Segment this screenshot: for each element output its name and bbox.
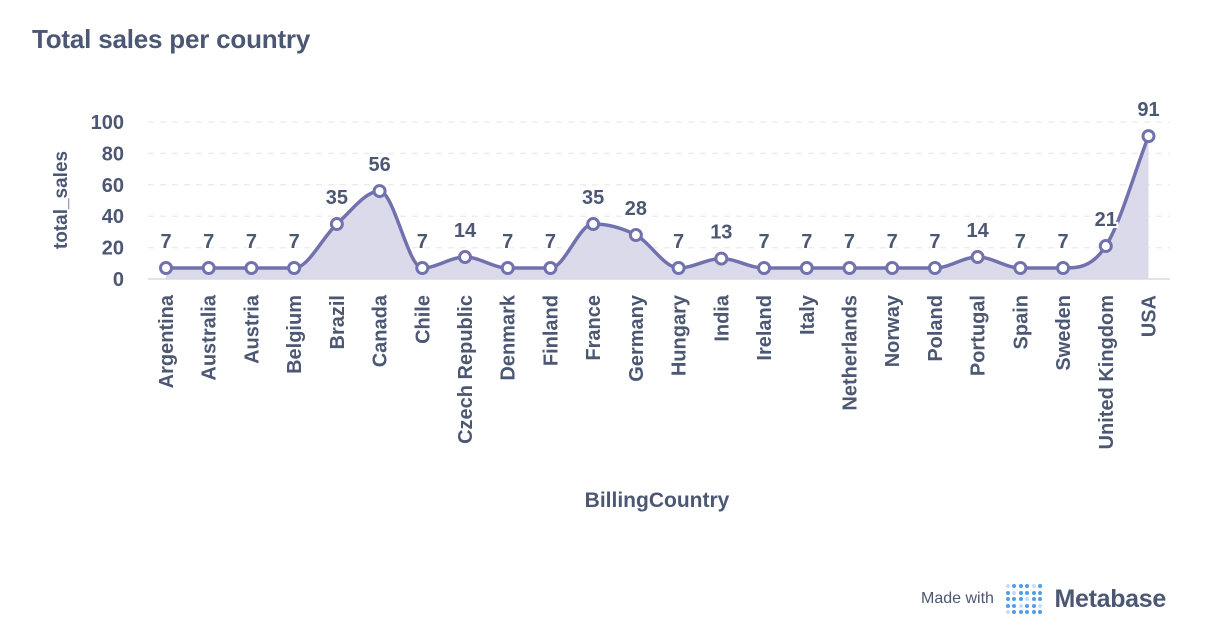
data-label: 7 xyxy=(673,231,684,253)
data-label: 7 xyxy=(844,231,855,253)
x-tick-label: Germany xyxy=(626,294,648,382)
y-tick-label: 20 xyxy=(102,238,124,260)
data-label: 7 xyxy=(929,231,940,253)
data-point xyxy=(287,261,302,276)
data-point xyxy=(500,261,515,276)
data-label: 56 xyxy=(368,154,390,176)
data-label: 28 xyxy=(625,198,647,220)
x-tick-label: Belgium xyxy=(284,295,306,374)
data-point xyxy=(1098,239,1113,254)
x-tick-label: Argentina xyxy=(156,294,178,388)
data-label: 91 xyxy=(1137,99,1159,121)
data-label: 7 xyxy=(417,231,428,253)
x-tick-label: Poland xyxy=(925,295,947,362)
data-label: 7 xyxy=(502,231,513,253)
y-tick-label: 100 xyxy=(91,112,124,134)
data-label: 7 xyxy=(758,231,769,253)
data-point xyxy=(244,261,259,276)
x-tick-label: Australia xyxy=(199,294,221,380)
data-point xyxy=(842,261,857,276)
x-tick-label: Netherlands xyxy=(839,295,861,411)
x-tick-label: Chile xyxy=(412,295,434,344)
y-tick-label: 40 xyxy=(102,206,124,228)
data-point xyxy=(586,217,601,232)
data-point xyxy=(628,228,643,243)
x-tick-label: France xyxy=(583,295,605,361)
chart-title: Total sales per country xyxy=(32,24,311,54)
x-tick-label: Sweden xyxy=(1053,295,1075,371)
data-point xyxy=(1056,261,1071,276)
x-tick-label: Spain xyxy=(1010,295,1032,349)
data-point xyxy=(1141,129,1156,144)
x-tick-label: United Kingdom xyxy=(1096,295,1118,449)
x-tick-label: Brazil xyxy=(327,295,349,349)
data-point xyxy=(372,184,387,199)
x-tick-label: Denmark xyxy=(498,294,520,380)
data-point xyxy=(714,251,729,266)
data-label: 7 xyxy=(246,231,257,253)
data-label: 7 xyxy=(887,231,898,253)
data-point xyxy=(329,217,344,232)
x-axis-label: BillingCountry xyxy=(585,489,730,512)
x-tick-label: Austria xyxy=(241,294,263,364)
data-label: 35 xyxy=(326,187,348,209)
data-label: 7 xyxy=(160,231,171,253)
data-point xyxy=(543,261,558,276)
footer: Made with Metabase xyxy=(921,584,1166,614)
y-tick-label: 60 xyxy=(102,175,124,197)
x-tick-label: Ireland xyxy=(754,295,776,361)
data-point xyxy=(970,250,985,265)
made-with-label: Made with xyxy=(921,590,994,607)
y-axis-label: total_sales xyxy=(51,151,72,249)
data-label: 21 xyxy=(1095,209,1117,231)
x-tick-label: USA xyxy=(1139,295,1161,337)
data-point xyxy=(159,261,173,276)
data-label: 7 xyxy=(1015,231,1026,253)
data-label: 7 xyxy=(1058,231,1069,253)
x-tick-label: Finland xyxy=(540,295,562,366)
data-label: 14 xyxy=(454,220,477,242)
x-tick-label: Czech Republic xyxy=(455,295,477,444)
y-tick-label: 0 xyxy=(113,269,124,291)
x-tick-label: Italy xyxy=(797,294,819,335)
data-point xyxy=(201,261,216,276)
x-tick-label: Hungary xyxy=(669,294,691,376)
data-label: 7 xyxy=(203,231,214,253)
data-label: 7 xyxy=(289,231,300,253)
data-point xyxy=(757,261,772,276)
x-tick-label: Norway xyxy=(882,294,904,367)
series-area xyxy=(166,136,1149,279)
data-label: 7 xyxy=(801,231,812,253)
brand-name: Metabase xyxy=(1054,584,1166,613)
data-point xyxy=(1013,261,1028,276)
data-point xyxy=(927,261,942,276)
data-label: 14 xyxy=(967,220,990,242)
data-point xyxy=(415,261,430,276)
x-tick-label: India xyxy=(711,294,733,342)
x-tick-label: Canada xyxy=(370,294,392,367)
data-point xyxy=(885,261,900,276)
data-label: 7 xyxy=(545,231,556,253)
y-tick-label: 80 xyxy=(102,143,124,165)
data-point xyxy=(671,261,686,276)
data-point xyxy=(799,261,814,276)
data-point xyxy=(458,250,473,265)
x-tick-label: Portugal xyxy=(968,295,990,376)
data-label: 13 xyxy=(710,222,732,244)
data-label: 35 xyxy=(582,187,604,209)
metabase-logo-icon xyxy=(1005,584,1043,614)
